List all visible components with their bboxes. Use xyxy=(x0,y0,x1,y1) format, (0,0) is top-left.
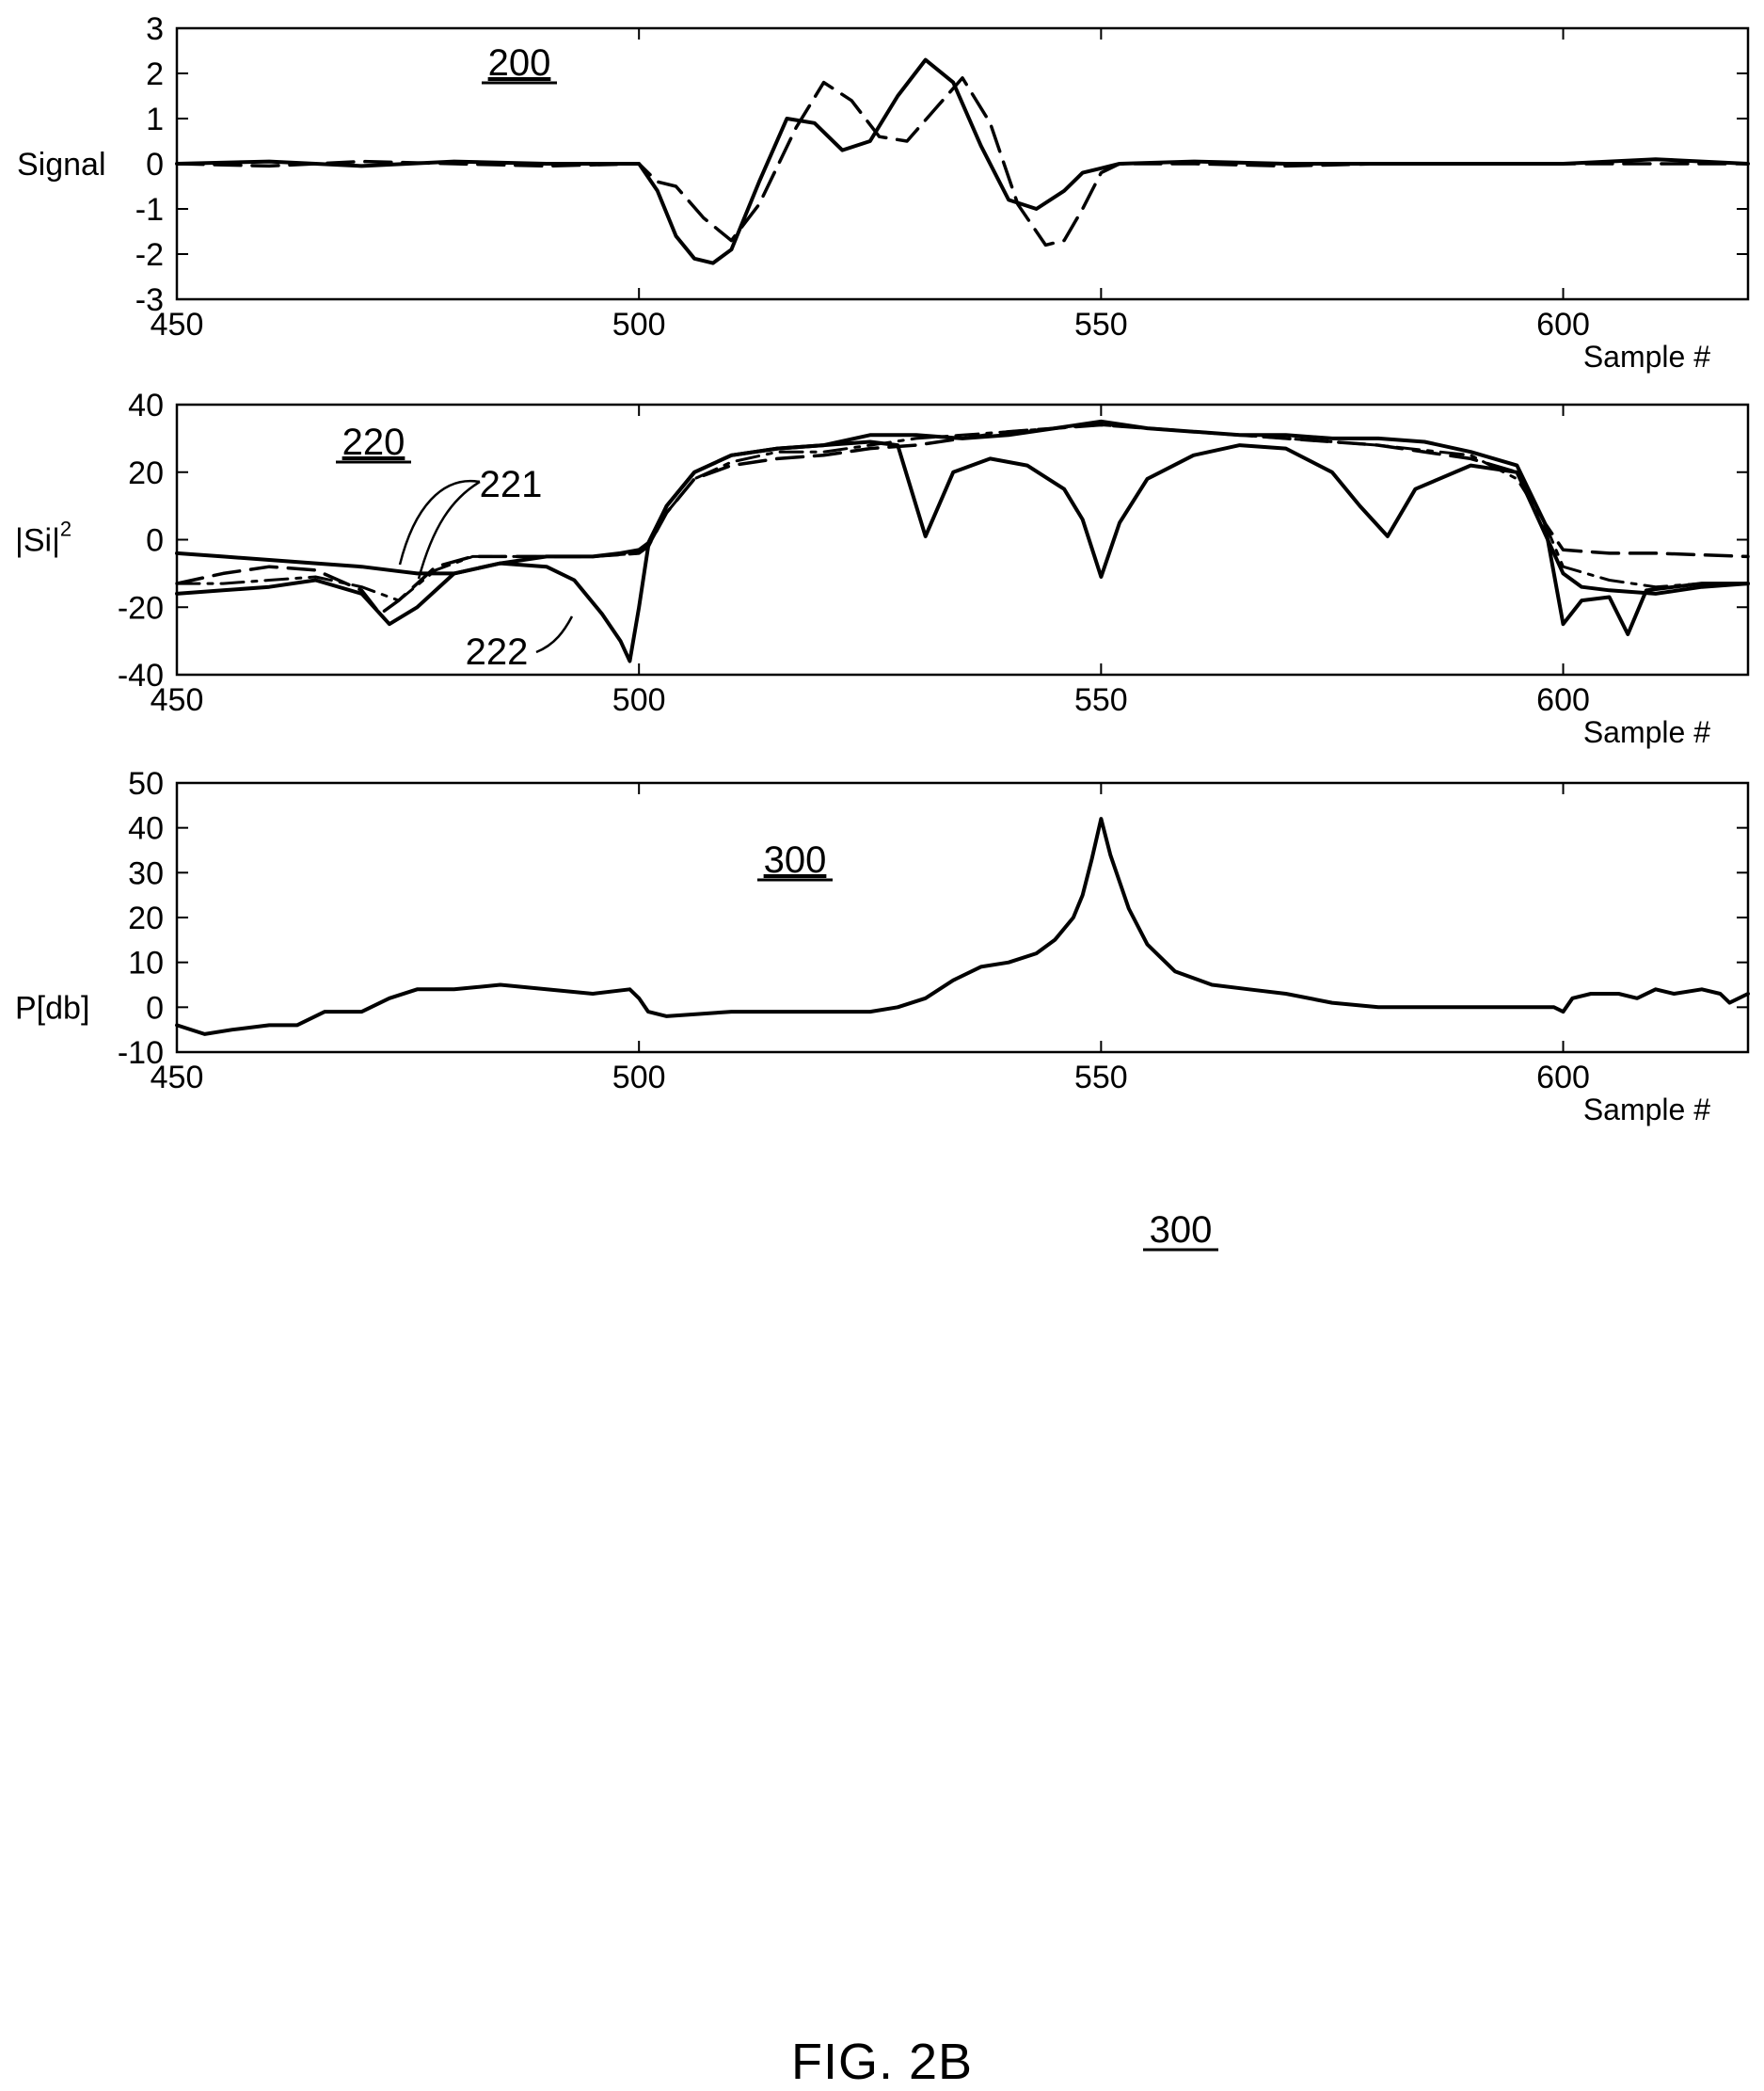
plot-frame xyxy=(175,781,1750,1054)
x-tick-label: 550 xyxy=(1074,1060,1128,1095)
reference-numeral: 200 xyxy=(488,42,551,84)
y-tick-label: 40 xyxy=(128,388,164,423)
annotation-221: 221 xyxy=(480,464,543,505)
series-line-1 xyxy=(175,57,1750,265)
x-tick-label: 600 xyxy=(1536,307,1590,343)
series-line-4 xyxy=(175,423,1750,602)
x-tick-label: 450 xyxy=(151,1060,204,1095)
y-tick-label: 20 xyxy=(128,455,164,491)
x-tick-label: 500 xyxy=(612,307,666,343)
y-axis-label: |Si|2 xyxy=(15,518,72,559)
chart-panel-300: 450 500 550 600 -10 0 10 20 30 40 50 Sample # P[db] 3… xyxy=(15,766,1750,1126)
plot-frame xyxy=(175,403,1750,677)
y-tick-label: 10 xyxy=(128,946,164,982)
x-tick-label: 600 xyxy=(1536,1060,1590,1095)
x-tick-label: 550 xyxy=(1074,307,1128,343)
leader-line-222 xyxy=(535,615,574,654)
reference-numeral: 220 xyxy=(342,422,405,463)
y-tick-label: 50 xyxy=(128,766,164,802)
y-tick-label: 0 xyxy=(146,990,164,1026)
y-tick-label: 0 xyxy=(146,147,164,183)
x-tick-label: 500 xyxy=(612,682,666,718)
y-axis-label: P[db] xyxy=(15,990,89,1026)
y-axis-label-superscript: 2 xyxy=(60,518,72,541)
y-axis-label: Signal xyxy=(17,147,106,183)
series-line-1 xyxy=(175,817,1750,1036)
y-tick-label: 2 xyxy=(146,56,164,92)
figure-caption: FIG. 2B xyxy=(790,2034,974,2090)
x-tick-label: 550 xyxy=(1074,682,1128,718)
y-tick-label: -3 xyxy=(135,282,164,318)
chart-panel-220: 450 500 550 600 -40 -20 0 20 40 Sample # |Si|2 220 2… xyxy=(15,388,1750,749)
leader-line-221 xyxy=(398,479,481,566)
annotation-222: 222 xyxy=(466,631,529,673)
x-tick-label: 450 xyxy=(151,307,204,343)
x-tick-label: 600 xyxy=(1536,682,1590,718)
y-tick-label: 20 xyxy=(128,901,164,936)
x-axis-label: Sample # xyxy=(1583,340,1710,374)
y-tick-label: -10 xyxy=(118,1035,164,1071)
y-tick-label: 1 xyxy=(146,102,164,137)
y-tick-label: -1 xyxy=(135,192,164,228)
y-tick-label: -40 xyxy=(118,658,164,694)
series-line-3 xyxy=(175,423,1750,616)
x-axis-label: Sample # xyxy=(1583,715,1710,749)
reference-numeral: 300 xyxy=(764,839,827,881)
series-line-2 xyxy=(175,76,1750,247)
x-tick-label: 500 xyxy=(612,1060,666,1095)
leader-line-221 xyxy=(417,480,481,580)
x-axis-label: Sample # xyxy=(1583,1093,1710,1126)
y-tick-label: -2 xyxy=(135,237,164,273)
y-tick-label: 0 xyxy=(146,523,164,559)
y-tick-label: 40 xyxy=(128,811,164,847)
y-tick-label: 30 xyxy=(128,855,164,891)
standalone-reference-numeral: 300 xyxy=(1150,1209,1213,1251)
x-tick-label: 450 xyxy=(151,682,204,718)
series-line-2 xyxy=(175,419,1750,663)
y-tick-label: -20 xyxy=(118,590,164,626)
y-tick-label: 3 xyxy=(146,11,164,47)
chart-panel-200: 450 500 550 600 -3 -2 -1 0 1 2 3 Sample # Signal 200 xyxy=(17,11,1750,374)
